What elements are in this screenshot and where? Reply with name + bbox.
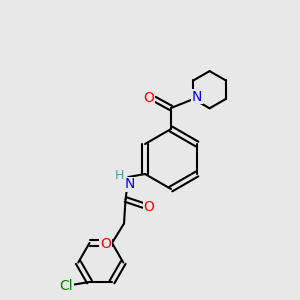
Text: N: N [192, 90, 202, 104]
Text: O: O [144, 91, 154, 104]
Text: H: H [115, 169, 124, 182]
Text: O: O [143, 200, 155, 214]
Text: N: N [125, 178, 135, 191]
Text: O: O [100, 238, 111, 251]
Text: Cl: Cl [59, 279, 73, 292]
